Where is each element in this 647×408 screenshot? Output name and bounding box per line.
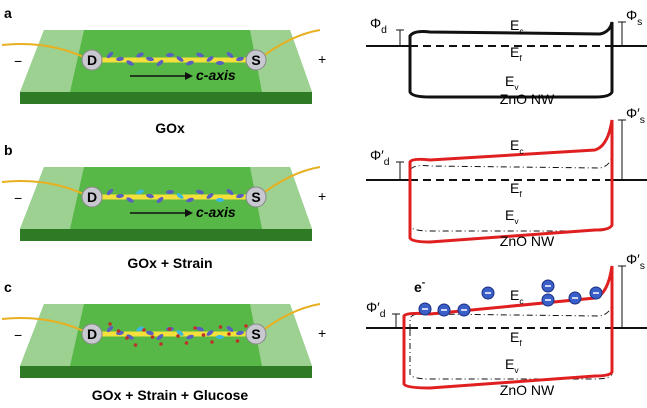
plus-label: + <box>318 188 326 204</box>
caption: GOx <box>155 120 185 136</box>
ev-label-symbol: E <box>505 73 514 89</box>
ef-label-symbol: E <box>510 180 519 196</box>
slab-front <box>20 92 312 104</box>
panel-label: c <box>4 279 12 295</box>
material-label: ZnO NW <box>500 233 555 249</box>
glucose <box>244 324 248 328</box>
figure: a−+DSc-axisGOxΦdΦsEcEfEvZnO NWb−+DSc-axi… <box>0 0 647 408</box>
ec-label-symbol: E <box>510 137 519 153</box>
panel-label: a <box>4 5 12 21</box>
drain-label: D <box>87 189 97 205</box>
glucose <box>168 327 172 331</box>
phi-s: Φs <box>626 7 642 28</box>
panel-label: b <box>4 142 13 158</box>
axis-label: c-axis <box>196 204 236 220</box>
ef-label-sub: f <box>519 189 522 199</box>
ec-label: Ec <box>510 287 524 306</box>
glucose <box>193 326 197 330</box>
ev-label-symbol: E <box>505 356 514 372</box>
glucose <box>117 329 121 333</box>
minus-label: − <box>14 53 22 69</box>
phi-d-symbol: Φ′ <box>370 147 384 163</box>
plus-label: + <box>318 325 326 341</box>
ef-label-symbol: E <box>510 329 519 345</box>
drain-label: D <box>87 52 97 68</box>
ev-label: Ev <box>505 73 519 92</box>
phi-d-symbol: Φ′ <box>366 299 380 315</box>
phi-d-sub: d <box>380 309 386 320</box>
ec-label-symbol: E <box>510 287 519 303</box>
ec-label-sub: c <box>519 296 523 306</box>
ef-label: Ef <box>510 329 522 348</box>
ec-label-symbol: E <box>510 17 519 33</box>
phi-d: Φ′d <box>370 147 390 168</box>
electron-label-symbol: e <box>414 279 422 295</box>
source-label: S <box>251 189 260 205</box>
ev-label-sub: v <box>514 365 519 375</box>
phi-d: Φ′d <box>366 299 386 320</box>
glucose <box>185 341 189 345</box>
glucose <box>236 339 240 343</box>
phi-s-sub: s <box>637 17 642 28</box>
phi-s: Φ′s <box>626 105 645 126</box>
phi-s-symbol: Φ′ <box>626 251 640 267</box>
source-label: S <box>251 52 260 68</box>
device: − + D Sc-axis <box>2 167 326 241</box>
glucose <box>176 334 180 338</box>
material-label: ZnO NW <box>500 382 555 398</box>
glucose <box>219 325 223 329</box>
ef-label-sub: f <box>519 338 522 348</box>
slab-front <box>20 366 312 378</box>
ec-label: Ec <box>510 137 524 156</box>
slab-front <box>20 229 312 241</box>
minus-label: − <box>14 190 22 206</box>
source-label: S <box>251 326 260 342</box>
glucose <box>159 342 163 346</box>
ec-label-sub: c <box>519 146 523 156</box>
device: − + D Sc-axis <box>2 30 326 104</box>
minus-label: − <box>14 327 22 343</box>
electron-label: e- <box>414 278 426 295</box>
phi-s: Φ′s <box>626 251 645 272</box>
phi-d: Φd <box>370 15 387 36</box>
glucose <box>227 332 231 336</box>
ef-label-symbol: E <box>510 44 519 60</box>
glucose <box>125 336 129 340</box>
electron-label-sup: - <box>422 278 426 289</box>
glucose <box>151 335 155 339</box>
caption: GOx + Strain <box>127 255 212 271</box>
phi-d-symbol: Φ <box>370 15 381 31</box>
phi-s-sub: s <box>640 115 645 126</box>
plus-label: + <box>318 51 326 67</box>
ec-label-sub: c <box>519 26 523 36</box>
phi-d-sub: d <box>384 157 390 168</box>
ef-label: Ef <box>510 180 522 199</box>
phi-s-symbol: Φ′ <box>626 105 640 121</box>
glucose <box>142 328 146 332</box>
glucose <box>134 343 138 347</box>
glucose <box>202 333 206 337</box>
axis-label: c-axis <box>196 67 236 83</box>
ev-label: Ev <box>505 356 519 375</box>
ev-label-symbol: E <box>505 207 514 223</box>
glucose <box>108 322 112 326</box>
ev-label-sub: v <box>514 216 519 226</box>
material-label: ZnO NW <box>500 91 555 107</box>
phi-d-sub: d <box>381 25 387 36</box>
device: − + D S <box>2 304 326 378</box>
ev-label: Ev <box>505 207 519 226</box>
caption: GOx + Strain + Glucose <box>92 387 249 403</box>
phi-s-sub: s <box>640 261 645 272</box>
glucose <box>210 340 214 344</box>
phi-s-symbol: Φ <box>626 7 637 23</box>
drain-label: D <box>87 326 97 342</box>
ef-label-sub: f <box>519 53 522 63</box>
